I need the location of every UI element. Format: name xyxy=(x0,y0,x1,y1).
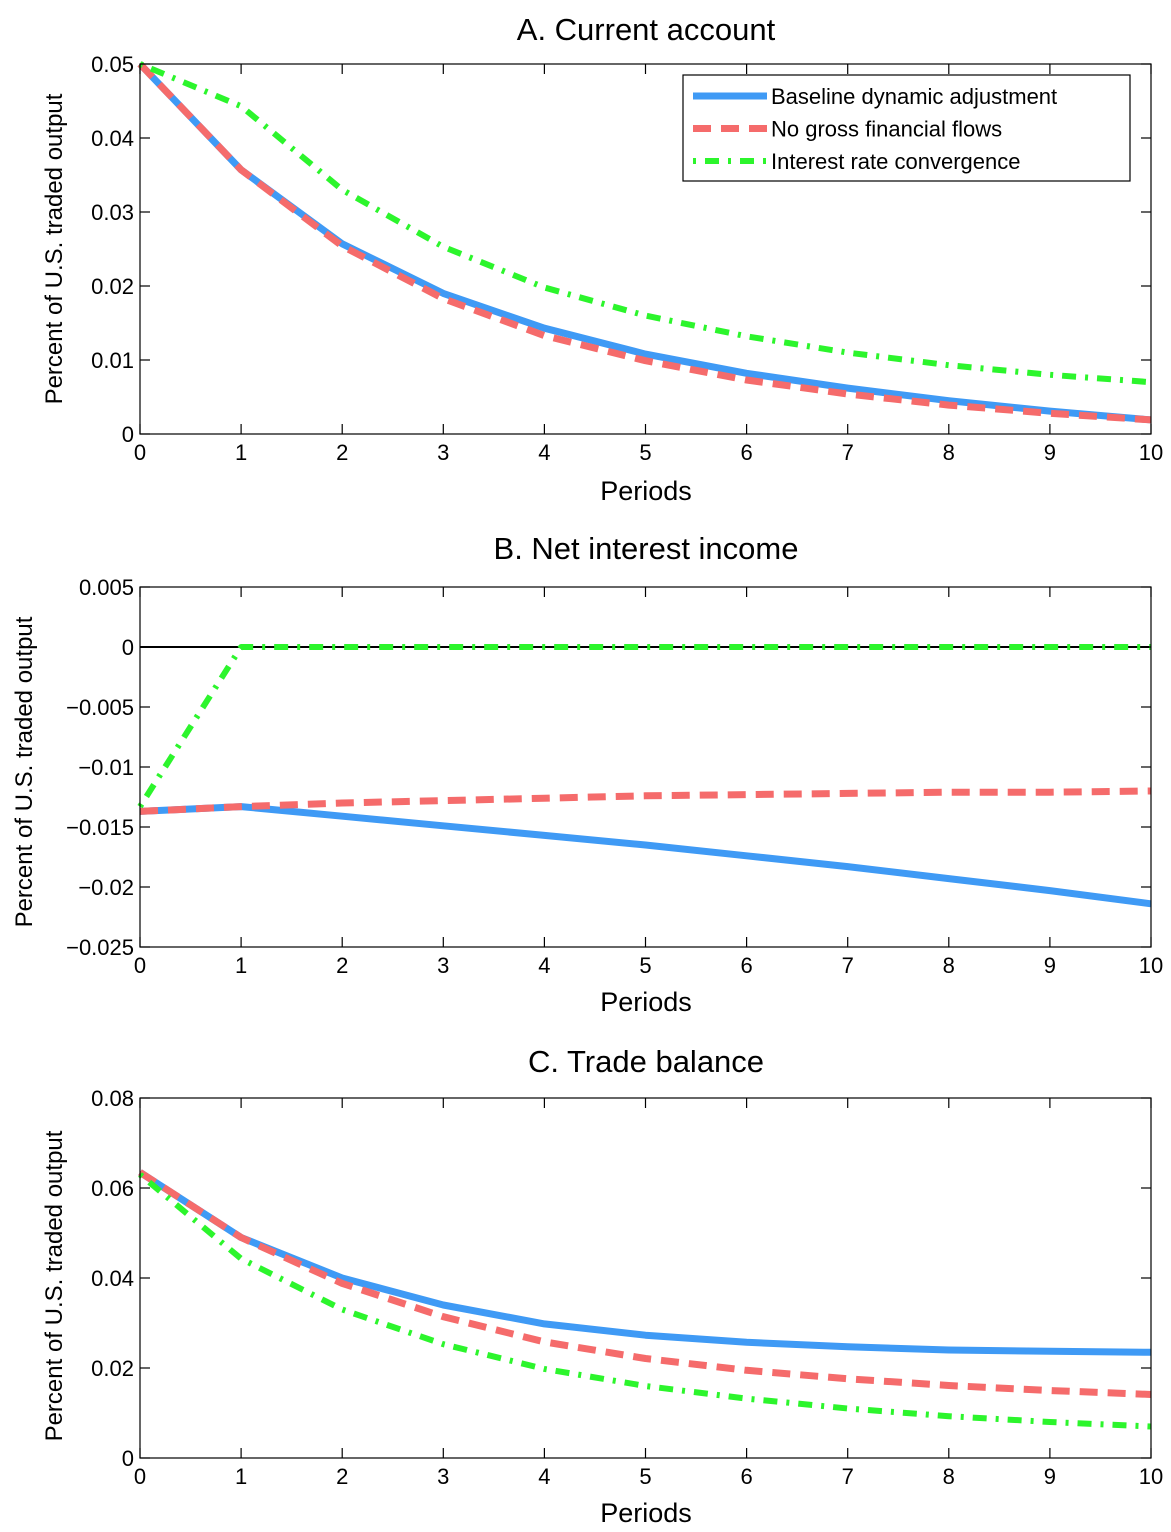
x-tick-label: 7 xyxy=(842,953,854,978)
series-line-baseline-dynamic-adjustment xyxy=(138,1169,1152,1356)
y-tick-label: 0.02 xyxy=(91,1356,134,1381)
y-tick-label: −0.025 xyxy=(66,935,134,960)
y-tick-label: 0.005 xyxy=(79,575,134,600)
x-tick-label: 10 xyxy=(1139,440,1163,465)
y-axis-label: Percent of U.S. traded output xyxy=(41,93,68,404)
chart-title: A. Current account xyxy=(517,12,776,47)
x-tick-label: 5 xyxy=(639,1464,651,1489)
x-tick-label: 9 xyxy=(1044,440,1056,465)
x-tick-label: 2 xyxy=(336,1464,348,1489)
plot-frame xyxy=(139,586,1152,948)
y-tick-label: 0.03 xyxy=(91,200,134,225)
series-line-no-gross-financial-flows xyxy=(138,1169,1152,1398)
chart-title: C. Trade balance xyxy=(528,1044,764,1079)
x-tick-label: 6 xyxy=(740,953,752,978)
y-axis-label: Percent of U.S. traded output xyxy=(11,616,38,927)
x-tick-label: 5 xyxy=(639,440,651,465)
y-tick-label: −0.015 xyxy=(66,815,134,840)
y-tick-label: 0.06 xyxy=(91,1176,134,1201)
y-tick-label: 0 xyxy=(122,1446,134,1471)
legend-label: Interest rate convergence xyxy=(771,149,1020,174)
x-tick-label: 3 xyxy=(437,953,449,978)
x-tick-label: 0 xyxy=(134,440,146,465)
x-tick-label: 7 xyxy=(842,1464,854,1489)
x-tick-label: 2 xyxy=(336,953,348,978)
plot-frame xyxy=(139,1097,1152,1459)
y-tick-label: 0 xyxy=(122,635,134,660)
plot-area: 0 1 2 3 4 5 6 7 8 9 10 0.005 0 −0.005 −0.01 −0.015 −0.02… xyxy=(66,575,1163,978)
y-tick-label: 0.04 xyxy=(91,126,134,151)
x-tick-label: 1 xyxy=(235,1464,247,1489)
series-line-interest-rate-convergence xyxy=(138,61,1152,386)
y-tick-label: 0.05 xyxy=(91,52,134,77)
panel-current-account: A. Current account Percent of U.S. trade… xyxy=(41,12,1163,506)
y-tick-label: 0.01 xyxy=(91,348,134,373)
y-tick-label: 0.02 xyxy=(91,274,134,299)
x-tick-label: 0 xyxy=(134,1464,146,1489)
series-line-no-gross-financial-flows xyxy=(137,61,1152,424)
x-tick-label: 4 xyxy=(538,440,550,465)
x-tick-label: 3 xyxy=(437,440,449,465)
series-line-interest-rate-convergence xyxy=(137,644,1151,809)
legend-label: No gross financial flows xyxy=(771,117,1002,142)
x-tick-label: 10 xyxy=(1139,1464,1163,1489)
x-tick-label: 6 xyxy=(740,1464,752,1489)
x-tick-label: 8 xyxy=(943,1464,955,1489)
x-tick-label: 3 xyxy=(437,1464,449,1489)
series-line-no-gross-financial-flows xyxy=(139,787,1152,815)
x-tick-label: 10 xyxy=(1139,953,1163,978)
y-tick-label: 0.08 xyxy=(91,1086,134,1111)
panel-net-interest-income: B. Net interest income Percent of U.S. t… xyxy=(11,531,1163,1017)
y-tick-label: −0.005 xyxy=(66,695,134,720)
x-axis-label: Periods xyxy=(600,987,692,1017)
x-tick-label: 6 xyxy=(740,440,752,465)
x-tick-label: 1 xyxy=(235,440,247,465)
x-tick-label: 4 xyxy=(538,953,550,978)
legend: Baseline dynamic adjustment No gross fina… xyxy=(682,74,1131,182)
y-tick-label: −0.02 xyxy=(78,875,134,900)
x-tick-label: 8 xyxy=(943,953,955,978)
y-tick-label: −0.01 xyxy=(78,755,134,780)
x-tick-label: 0 xyxy=(134,953,146,978)
series-line-baseline-dynamic-adjustment xyxy=(139,803,1152,908)
y-tick-label: 0 xyxy=(122,422,134,447)
x-tick-label: 8 xyxy=(943,440,955,465)
x-axis-label: Periods xyxy=(600,1498,692,1528)
panel-trade-balance: C. Trade balance Percent of U.S. traded … xyxy=(41,1044,1163,1528)
x-tick-label: 4 xyxy=(538,1464,550,1489)
x-tick-label: 9 xyxy=(1044,953,1056,978)
plot-area: 0 1 2 3 4 5 6 7 8 9 10 0 0.01 0.02 0.03 0.04 0.05 xyxy=(91,52,1163,465)
x-tick-label: 5 xyxy=(639,953,651,978)
x-tick-label: 2 xyxy=(336,440,348,465)
legend-label: Baseline dynamic adjustment xyxy=(771,84,1057,109)
plot-area: 0 1 2 3 4 5 6 7 8 9 10 0 0.02 0.04 0.06 0.08 xyxy=(91,1086,1163,1489)
chart-title: B. Net interest income xyxy=(494,531,799,566)
x-tick-label: 7 xyxy=(842,440,854,465)
y-axis-label: Percent of U.S. traded output xyxy=(41,1130,68,1441)
y-tick-label: 0.04 xyxy=(91,1266,134,1291)
x-axis-label: Periods xyxy=(600,476,692,506)
series-line-interest-rate-convergence xyxy=(138,1172,1152,1430)
x-tick-label: 9 xyxy=(1044,1464,1056,1489)
x-tick-label: 1 xyxy=(235,953,247,978)
